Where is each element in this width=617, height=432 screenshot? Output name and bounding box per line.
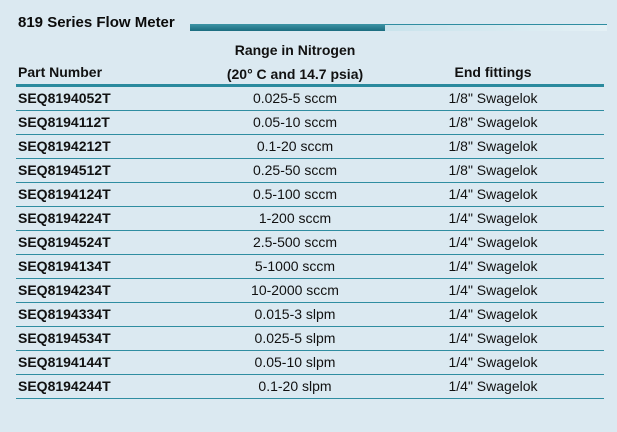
page-title: 819 Series Flow Meter bbox=[18, 14, 175, 31]
range-cell: 0.05-10 slpm bbox=[254, 354, 336, 370]
range-cell: 0.1-20 sccm bbox=[256, 138, 334, 154]
header-part-number: Part Number bbox=[18, 64, 103, 80]
part-number-cell: SEQ8194234T bbox=[18, 282, 111, 298]
part-number-cell: SEQ8194144T bbox=[18, 354, 111, 370]
end-fitting-cell: 1/4" Swagelok bbox=[448, 306, 538, 322]
end-fitting-cell: 1/4" Swagelok bbox=[448, 330, 538, 346]
table-row: SEQ8194534T 0.025-5 slpm 1/4" Swagelok bbox=[16, 327, 604, 351]
range-cell: 0.25-50 sccm bbox=[252, 162, 338, 178]
header-range-line2: (20° C and 14.7 psia) bbox=[226, 66, 364, 82]
part-number-cell: SEQ8194124T bbox=[18, 186, 111, 202]
range-cell: 0.025-5 sccm bbox=[252, 90, 338, 106]
part-number-cell: SEQ8194244T bbox=[18, 378, 111, 394]
table-header: Part Number Range in Nitrogen (20° C and… bbox=[0, 38, 617, 84]
range-cell: 0.015-3 slpm bbox=[254, 306, 336, 322]
end-fitting-cell: 1/8" Swagelok bbox=[448, 114, 538, 130]
end-fitting-cell: 1/4" Swagelok bbox=[448, 354, 538, 370]
title-accent-bar bbox=[190, 24, 385, 31]
range-cell: 1-200 sccm bbox=[258, 210, 332, 226]
part-number-cell: SEQ8194052T bbox=[18, 90, 111, 106]
table-row: SEQ8194234T 10-2000 sccm 1/4" Swagelok bbox=[16, 279, 604, 303]
title-accent-fade bbox=[385, 25, 607, 31]
part-number-cell: SEQ8194134T bbox=[18, 258, 111, 274]
part-number-cell: SEQ8194512T bbox=[18, 162, 111, 178]
table-row: SEQ8194112T 0.05-10 sccm 1/8" Swagelok bbox=[16, 111, 604, 135]
range-cell: 0.05-10 sccm bbox=[252, 114, 338, 130]
table-row: SEQ8194512T 0.25-50 sccm 1/8" Swagelok bbox=[16, 159, 604, 183]
title-accent-line bbox=[385, 24, 607, 25]
table-body: SEQ8194052T 0.025-5 sccm 1/8" Swagelok S… bbox=[16, 87, 604, 399]
end-fitting-cell: 1/4" Swagelok bbox=[448, 186, 538, 202]
table-row: SEQ8194124T 0.5-100 sccm 1/4" Swagelok bbox=[16, 183, 604, 207]
table-row: SEQ8194212T 0.1-20 sccm 1/8" Swagelok bbox=[16, 135, 604, 159]
table-row: SEQ8194052T 0.025-5 sccm 1/8" Swagelok bbox=[16, 87, 604, 111]
part-number-cell: SEQ8194112T bbox=[18, 114, 110, 130]
end-fitting-cell: 1/4" Swagelok bbox=[448, 258, 538, 274]
end-fitting-cell: 1/8" Swagelok bbox=[448, 138, 538, 154]
end-fitting-cell: 1/4" Swagelok bbox=[448, 210, 538, 226]
header-divider bbox=[16, 84, 604, 87]
table-row: SEQ8194524T 2.5-500 sccm 1/4" Swagelok bbox=[16, 231, 604, 255]
part-number-cell: SEQ8194224T bbox=[18, 210, 111, 226]
part-number-cell: SEQ8194534T bbox=[18, 330, 111, 346]
part-number-cell: SEQ8194334T bbox=[18, 306, 111, 322]
part-number-cell: SEQ8194524T bbox=[18, 234, 111, 250]
range-cell: 10-2000 sccm bbox=[251, 282, 339, 298]
end-fitting-cell: 1/4" Swagelok bbox=[448, 234, 538, 250]
table-row: SEQ8194334T 0.015-3 slpm 1/4" Swagelok bbox=[16, 303, 604, 327]
end-fitting-cell: 1/8" Swagelok bbox=[448, 162, 538, 178]
part-number-cell: SEQ8194212T bbox=[18, 138, 111, 154]
range-cell: 0.025-5 slpm bbox=[254, 330, 336, 346]
table-row: SEQ8194224T 1-200 sccm 1/4" Swagelok bbox=[16, 207, 604, 231]
range-cell: 0.5-100 sccm bbox=[252, 186, 338, 202]
end-fitting-cell: 1/8" Swagelok bbox=[448, 90, 538, 106]
range-cell: 5-1000 sccm bbox=[254, 258, 336, 274]
range-cell: 2.5-500 sccm bbox=[252, 234, 338, 250]
table-row: SEQ8194134T 5-1000 sccm 1/4" Swagelok bbox=[16, 255, 604, 279]
end-fitting-cell: 1/4" Swagelok bbox=[448, 378, 538, 394]
end-fitting-cell: 1/4" Swagelok bbox=[448, 282, 538, 298]
header-end-fittings: End fittings bbox=[454, 64, 532, 80]
header-range: Range in Nitrogen (20° C and 14.7 psia) bbox=[188, 38, 402, 86]
table-row: SEQ8194144T 0.05-10 slpm 1/4" Swagelok bbox=[16, 351, 604, 375]
header-range-line1: Range in Nitrogen bbox=[234, 42, 356, 58]
range-cell: 0.1-20 slpm bbox=[258, 378, 332, 394]
table-row: SEQ8194244T 0.1-20 slpm 1/4" Swagelok bbox=[16, 375, 604, 399]
